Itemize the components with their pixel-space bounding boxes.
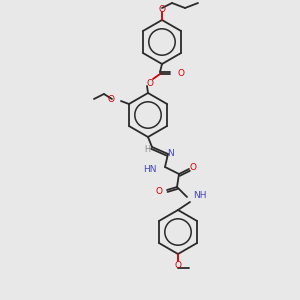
Text: HN: HN	[143, 166, 157, 175]
Text: N: N	[168, 148, 174, 158]
Text: O: O	[108, 94, 115, 103]
Text: O: O	[190, 163, 196, 172]
Text: O: O	[177, 70, 184, 79]
Text: O: O	[156, 188, 163, 196]
Text: NH: NH	[193, 191, 206, 200]
Text: O: O	[175, 260, 182, 269]
Text: O: O	[146, 79, 154, 88]
Text: H: H	[144, 146, 150, 154]
Text: O: O	[158, 5, 166, 14]
